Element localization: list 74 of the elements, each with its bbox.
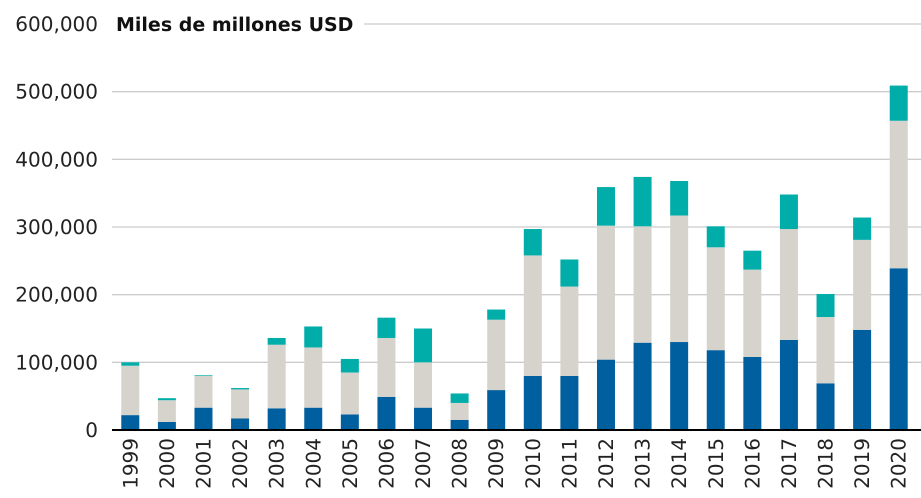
bar — [121, 415, 140, 430]
x-tick-label: 2001 — [191, 438, 216, 489]
bar — [743, 356, 762, 430]
bar — [524, 376, 542, 430]
x-tick-label: 2010 — [520, 438, 545, 489]
x-tick-label: 2016 — [740, 438, 764, 489]
bar — [194, 408, 212, 430]
y-tick-label: 300,000 — [15, 215, 98, 239]
bar — [487, 310, 506, 320]
x-tick-label: 2019 — [850, 438, 874, 489]
bar — [524, 229, 542, 256]
bar — [340, 372, 359, 414]
y-tick-label: 400,000 — [15, 147, 98, 172]
bar — [853, 330, 872, 430]
bar — [890, 268, 908, 430]
bar — [194, 376, 212, 408]
bar — [706, 226, 725, 248]
bar — [450, 402, 469, 420]
bar — [231, 418, 250, 430]
bar — [634, 342, 652, 430]
x-tick-label: 2017 — [776, 438, 801, 489]
bar — [596, 187, 615, 226]
bar — [816, 294, 835, 317]
bar — [560, 376, 578, 430]
x-tick-label: 2012 — [594, 438, 618, 489]
bar — [706, 350, 725, 430]
y-tick-label: 0 — [85, 418, 98, 442]
bar — [377, 396, 396, 430]
bar — [158, 400, 176, 422]
bar — [121, 366, 140, 416]
y-tick-label: 100,000 — [15, 350, 98, 374]
bar — [670, 342, 688, 430]
bar — [596, 360, 615, 430]
bar — [743, 250, 762, 270]
y-tick-label: 200,000 — [15, 282, 98, 307]
y-tick-label: 500,000 — [15, 80, 98, 104]
x-tick-label: 2003 — [264, 438, 289, 489]
x-tick-label: 2005 — [338, 438, 362, 489]
x-tick-label: 2020 — [886, 438, 911, 489]
x-tick-label: 2011 — [557, 438, 582, 489]
bar — [304, 326, 322, 348]
x-tick-label: 2009 — [484, 438, 508, 489]
bar — [487, 390, 506, 430]
x-tick-label: 2008 — [448, 438, 472, 489]
bar — [780, 194, 798, 230]
bar — [890, 86, 908, 121]
bar — [304, 408, 322, 430]
x-tick-label: 2014 — [667, 438, 692, 489]
x-tick-label: 2000 — [154, 438, 179, 489]
bar — [670, 180, 688, 216]
bar — [560, 259, 578, 287]
bar — [340, 358, 359, 372]
x-tick-label: 2004 — [301, 438, 326, 489]
x-tick-label: 2018 — [814, 438, 838, 489]
x-tick-label: 2007 — [411, 438, 436, 489]
x-tick-label: 2002 — [228, 438, 252, 489]
bar — [268, 338, 286, 345]
bar — [414, 408, 432, 430]
x-tick-label: 2015 — [704, 438, 728, 489]
x-tick-label: 2013 — [630, 438, 655, 489]
bar — [377, 318, 396, 338]
x-tick-label: 1999 — [118, 438, 142, 489]
bar — [268, 408, 286, 430]
bar — [231, 389, 250, 418]
y-axis-title: Miles de millones USD — [116, 14, 354, 36]
bar — [816, 383, 835, 430]
bar — [450, 393, 469, 403]
x-tick-label: 2006 — [374, 438, 398, 489]
bar — [634, 176, 652, 226]
bar — [780, 340, 798, 430]
bar — [414, 328, 432, 362]
bar — [340, 414, 359, 430]
y-tick-label: 600,000 — [15, 12, 98, 36]
bar — [853, 218, 872, 240]
